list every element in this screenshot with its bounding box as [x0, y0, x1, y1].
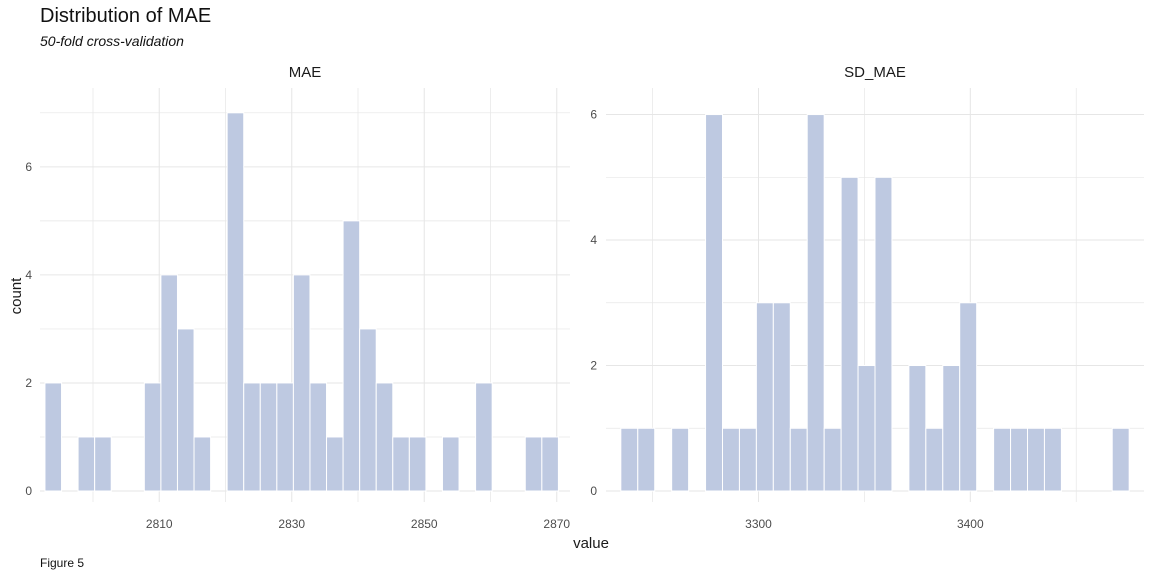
panel-2-bar	[620, 427, 639, 492]
panel-2-bar	[857, 365, 876, 492]
panel-2-bar	[705, 114, 723, 492]
panel-2-bar	[1043, 427, 1062, 492]
x-axis-title: value	[573, 535, 609, 552]
panel-2-x-tick-label: 3400	[957, 517, 984, 531]
panel-1-bar	[94, 436, 112, 492]
panel-2-bar	[942, 365, 961, 492]
panel-2-bar	[823, 427, 842, 492]
panel-1-y-tick-label: 0	[25, 484, 32, 498]
chart-subtitle: 50-fold cross-validation	[40, 33, 184, 49]
figure-caption: Figure 5	[40, 556, 85, 570]
panel-2-y-tick-label: 6	[590, 108, 597, 122]
panel-1-bar	[176, 328, 195, 492]
panel-1-bar	[276, 382, 294, 492]
panel-2-bar	[671, 427, 690, 492]
panel-1-bar	[143, 382, 162, 492]
panel-2-strip-title: SD_MAE	[844, 64, 906, 81]
panel-1-bar	[441, 436, 460, 492]
panel-1-strip-title: MAE	[289, 64, 322, 81]
panel-2-bar	[1010, 427, 1029, 492]
panel-1-bar	[342, 220, 361, 492]
panel-1-bar	[359, 328, 377, 492]
panel-1-bar	[226, 112, 245, 492]
panel-1-y-tick-label: 4	[25, 268, 32, 282]
panel-1-bar	[375, 382, 394, 492]
panel-1-bar	[309, 382, 328, 492]
panel-1-bar	[77, 436, 96, 492]
y-axis-title: count	[8, 277, 25, 315]
panel-1-x-tick-label: 2850	[411, 517, 438, 531]
panel-2-bar	[738, 427, 757, 492]
panel-2-bar	[840, 176, 859, 492]
panel-2-bar	[959, 302, 978, 492]
panel-1-x-tick-label: 2810	[146, 517, 173, 531]
panel-2-bar	[1027, 427, 1045, 492]
panel-2-y-tick-label: 2	[590, 359, 597, 373]
panel-1-bar	[259, 382, 278, 492]
panel-2-bar	[721, 427, 740, 492]
panel-1-bar	[243, 382, 261, 492]
panel-2-bar	[925, 427, 944, 492]
panel-1-bar	[524, 436, 543, 492]
panel-1-bar	[475, 382, 493, 492]
panel-1-y-tick-label: 6	[25, 160, 32, 174]
panel-1-bar	[160, 274, 178, 492]
panel-2-bar	[1111, 427, 1130, 492]
panel-2-bar	[908, 365, 927, 492]
panel-2-x-tick-label: 3300	[745, 517, 772, 531]
chart-title: Distribution of MAE	[40, 5, 212, 27]
panel-1-bar	[408, 436, 427, 492]
panel-2-bar	[993, 427, 1012, 492]
panel-1-bar	[193, 436, 212, 492]
panel-2-bar	[637, 427, 656, 492]
panel-1-x-tick-label: 2830	[278, 517, 305, 531]
panel-2-bar	[789, 427, 808, 492]
panel-1-bar	[44, 382, 63, 492]
panel-1-y-tick-label: 2	[25, 376, 32, 390]
panel-2-y-tick-label: 4	[590, 233, 597, 247]
panel-2-bar	[755, 302, 774, 492]
panel-2-bar	[874, 176, 893, 492]
panel-2-bar	[772, 302, 791, 492]
panel-1-bar	[392, 436, 410, 492]
panel-1-bar	[326, 436, 344, 492]
panel-2-y-tick-label: 0	[590, 484, 597, 498]
panel-2-bar	[806, 114, 825, 492]
panel-1-bar	[541, 436, 559, 492]
panel-1-x-tick-label: 2870	[543, 517, 570, 531]
panel-1-bar	[292, 274, 311, 492]
